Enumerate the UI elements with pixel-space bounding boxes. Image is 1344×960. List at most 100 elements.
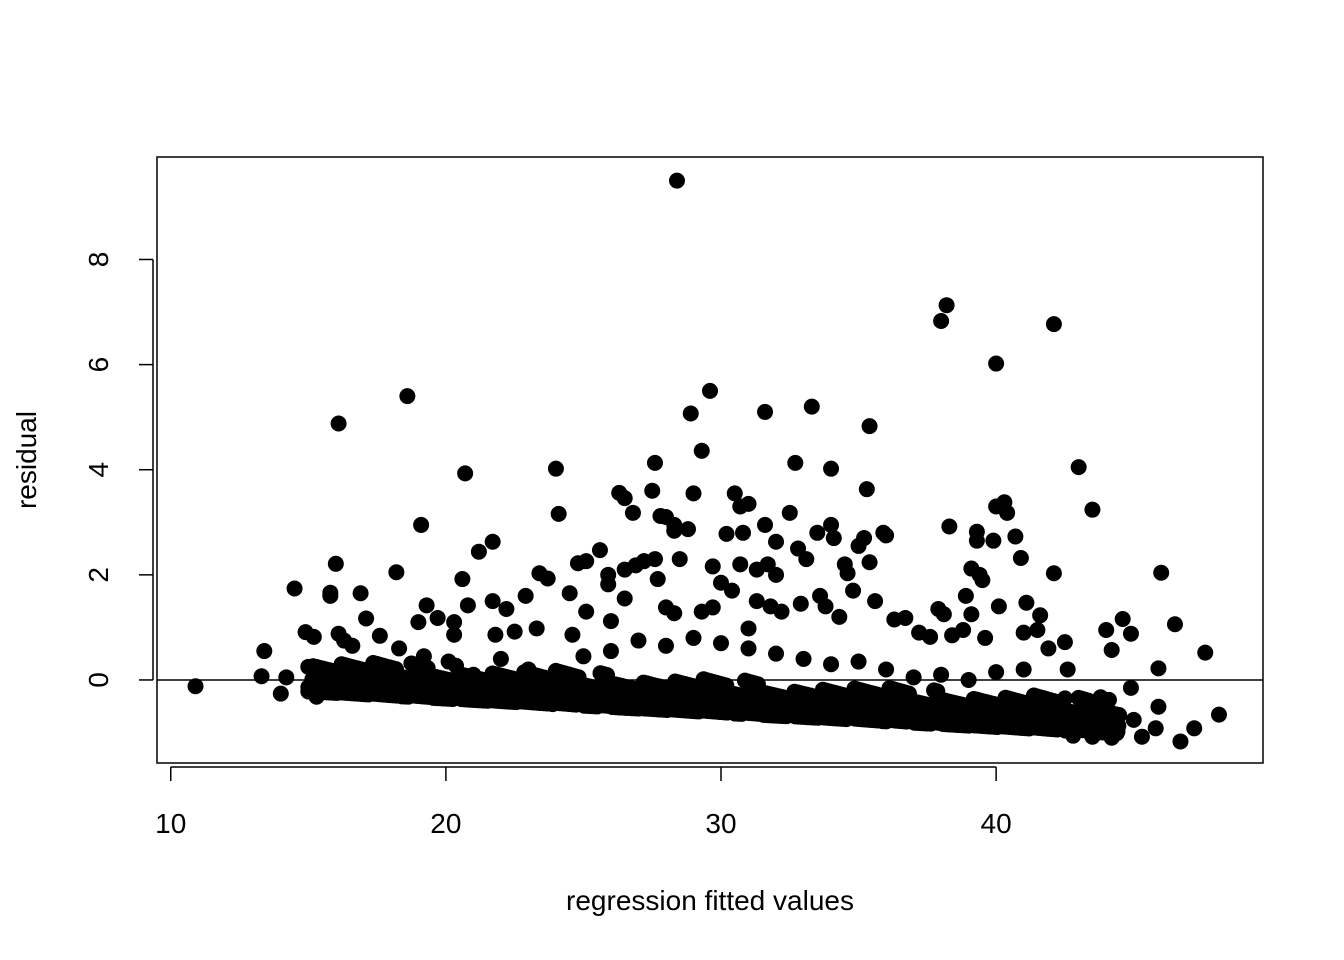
data-point [550, 505, 567, 522]
data-point [1015, 624, 1032, 641]
data-point [933, 312, 950, 329]
data-point [736, 672, 753, 689]
data-point [591, 542, 608, 559]
data-point [839, 565, 856, 582]
data-point [817, 598, 834, 615]
data-point [484, 665, 501, 682]
data-point [935, 716, 952, 733]
data-point [905, 669, 922, 686]
data-point [388, 564, 405, 581]
data-point [955, 622, 972, 639]
y-tick-label: 8 [83, 252, 114, 268]
data-point [858, 481, 875, 498]
data-point [453, 691, 470, 708]
data-point [607, 676, 624, 693]
data-point [363, 680, 380, 697]
data-point [649, 571, 666, 588]
data-point [815, 709, 832, 726]
data-point [740, 640, 757, 657]
data-point [305, 628, 322, 645]
data-point [646, 454, 663, 471]
data-point [679, 521, 696, 538]
data-point [825, 530, 842, 547]
data-point [823, 516, 840, 533]
data-point [256, 643, 273, 660]
data-point [286, 580, 303, 597]
data-point [1103, 641, 1120, 658]
data-point [754, 684, 771, 701]
data-point [602, 613, 619, 630]
x-tick-label: 40 [981, 808, 1012, 839]
data-point [773, 603, 790, 620]
data-point [1133, 728, 1150, 745]
data-point [484, 593, 501, 610]
data-point [748, 593, 765, 610]
data-point [1032, 607, 1049, 624]
data-point [757, 403, 774, 420]
data-point [487, 626, 504, 643]
data-point [897, 609, 914, 626]
data-point [960, 671, 977, 688]
data-point [624, 504, 641, 521]
data-point [695, 671, 712, 688]
data-point [333, 656, 350, 673]
data-point [630, 632, 647, 649]
data-point [513, 693, 530, 710]
data-point [881, 680, 898, 697]
data-point [990, 598, 1007, 615]
data-point [755, 706, 772, 723]
data-point [602, 643, 619, 660]
data-point [792, 595, 809, 612]
data-point [498, 601, 515, 618]
data-point [564, 626, 581, 643]
data-point [874, 713, 891, 730]
data-point [410, 614, 427, 631]
data-point [1150, 698, 1167, 715]
data-point [740, 495, 757, 512]
y-tick-label: 0 [83, 672, 114, 688]
data-point [861, 554, 878, 571]
data-point [303, 679, 320, 696]
data-point [937, 692, 954, 709]
data-point [718, 525, 735, 542]
data-point [1085, 723, 1102, 740]
data-point [713, 574, 730, 591]
data-point [988, 355, 1005, 372]
data-point [878, 661, 895, 678]
data-point [1007, 528, 1024, 545]
data-point [278, 669, 295, 686]
x-axis: 10 20 30 40 [155, 766, 1012, 839]
data-point [391, 640, 408, 657]
data-point [457, 465, 474, 482]
data-point [735, 524, 752, 541]
data-point [696, 702, 713, 719]
data-point [592, 665, 609, 682]
data-point [1018, 594, 1035, 611]
data-point [459, 597, 476, 614]
plot-frame [156, 156, 1264, 764]
data-point [768, 566, 785, 583]
data-point [1172, 733, 1189, 750]
data-point [330, 415, 347, 432]
data-point [726, 485, 743, 502]
data-point [787, 454, 804, 471]
data-point [485, 692, 502, 709]
plot-area [157, 172, 1263, 750]
data-point [1150, 660, 1167, 677]
data-point [1210, 706, 1227, 723]
data-point [1085, 701, 1102, 718]
data-point [399, 388, 416, 405]
data-point [187, 678, 204, 695]
data-point [974, 572, 991, 589]
data-point [693, 442, 710, 459]
data-point [795, 650, 812, 667]
data-point [667, 673, 684, 690]
data-point [636, 700, 653, 717]
data-point [544, 696, 561, 713]
data-point [732, 556, 749, 573]
data-point [664, 701, 681, 718]
y-tick-label: 6 [83, 357, 114, 373]
data-point [941, 518, 958, 535]
data-point [798, 551, 815, 568]
data-point [334, 684, 351, 701]
